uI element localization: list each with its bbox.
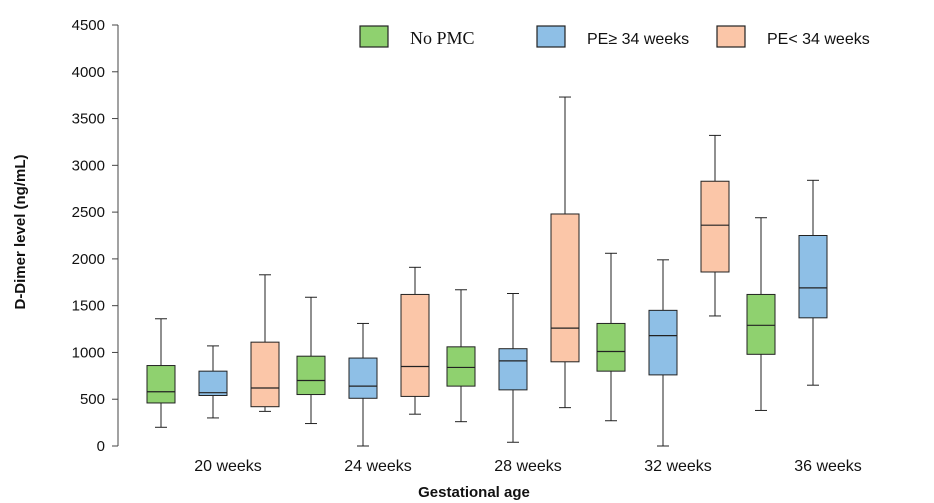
box-iqr <box>700 180 730 273</box>
box-plot-item <box>348 322 378 447</box>
x-category-label: 28 weeks <box>494 458 562 475</box>
y-tick-label: 4000 <box>72 64 105 81</box>
legend-swatch <box>536 25 566 48</box>
legend-label: PE≥ 34 weeks <box>587 31 689 48</box>
box-iqr <box>348 357 378 399</box>
box-iqr <box>400 293 430 397</box>
box-plot-item <box>296 296 326 425</box>
x-category-label: 20 weeks <box>194 458 262 475</box>
box-iqr <box>198 370 228 396</box>
y-tick-label: 3500 <box>72 111 105 128</box>
box-plot-item <box>146 318 176 428</box>
y-tick-label: 0 <box>97 438 105 455</box>
x-category-label: 24 weeks <box>344 458 412 475</box>
box-iqr <box>446 346 476 387</box>
y-axis: 0 500 1000 1500 2000 2500 3000 3500 4000 4500 <box>72 17 119 455</box>
box-plot-item <box>498 293 528 443</box>
legend-swatch <box>716 25 746 48</box>
box-plot-item <box>550 96 580 409</box>
y-tick-label: 3000 <box>72 157 105 174</box>
legend: No PMC PE≥ 34 weeks PE< 34 weeks <box>359 25 870 48</box>
box-plot-item <box>746 217 776 411</box>
box-iqr <box>596 322 626 372</box>
box-plot-item <box>798 179 828 386</box>
box-plot-item <box>596 252 626 422</box>
y-tick-label: 2500 <box>72 204 105 221</box>
x-axis-title: Gestational age <box>418 484 530 501</box>
legend-item: No PMC <box>359 25 475 48</box>
box-iqr <box>250 341 280 408</box>
box-plot-item <box>198 345 228 419</box>
x-category-labels: 20 weeks 24 weeks 28 weeks 32 weeks 36 weeks <box>194 458 862 475</box>
y-tick-label: 2000 <box>72 251 105 268</box>
y-axis-title: D-Dimer level (ng/mL) <box>12 154 29 309</box>
box-plot-series <box>146 96 828 447</box>
y-tick-label: 4500 <box>72 17 105 34</box>
box-iqr <box>648 309 678 376</box>
box-iqr <box>550 213 580 363</box>
box-iqr <box>798 235 828 319</box>
y-tick-label: 500 <box>80 391 105 408</box>
x-category-label: 32 weeks <box>644 458 712 475</box>
legend-item: PE< 34 weeks <box>716 25 870 48</box>
x-category-label: 36 weeks <box>794 458 862 475</box>
box-plot-item <box>400 266 430 415</box>
box-plot-item <box>648 259 678 447</box>
y-tick-label: 1000 <box>72 344 105 361</box>
box-plot-item <box>700 134 730 317</box>
box-plot-item <box>250 274 280 412</box>
box-iqr <box>146 365 176 404</box>
box-plot-item <box>446 289 476 423</box>
legend-label: PE< 34 weeks <box>767 31 870 48</box>
box-iqr <box>498 348 528 391</box>
box-iqr <box>746 293 776 355</box>
legend-item: PE≥ 34 weeks <box>536 25 689 48</box>
box-iqr <box>296 355 326 396</box>
legend-label: No PMC <box>410 28 475 48</box>
y-tick-label: 1500 <box>72 298 105 315</box>
legend-swatch <box>359 25 389 48</box>
